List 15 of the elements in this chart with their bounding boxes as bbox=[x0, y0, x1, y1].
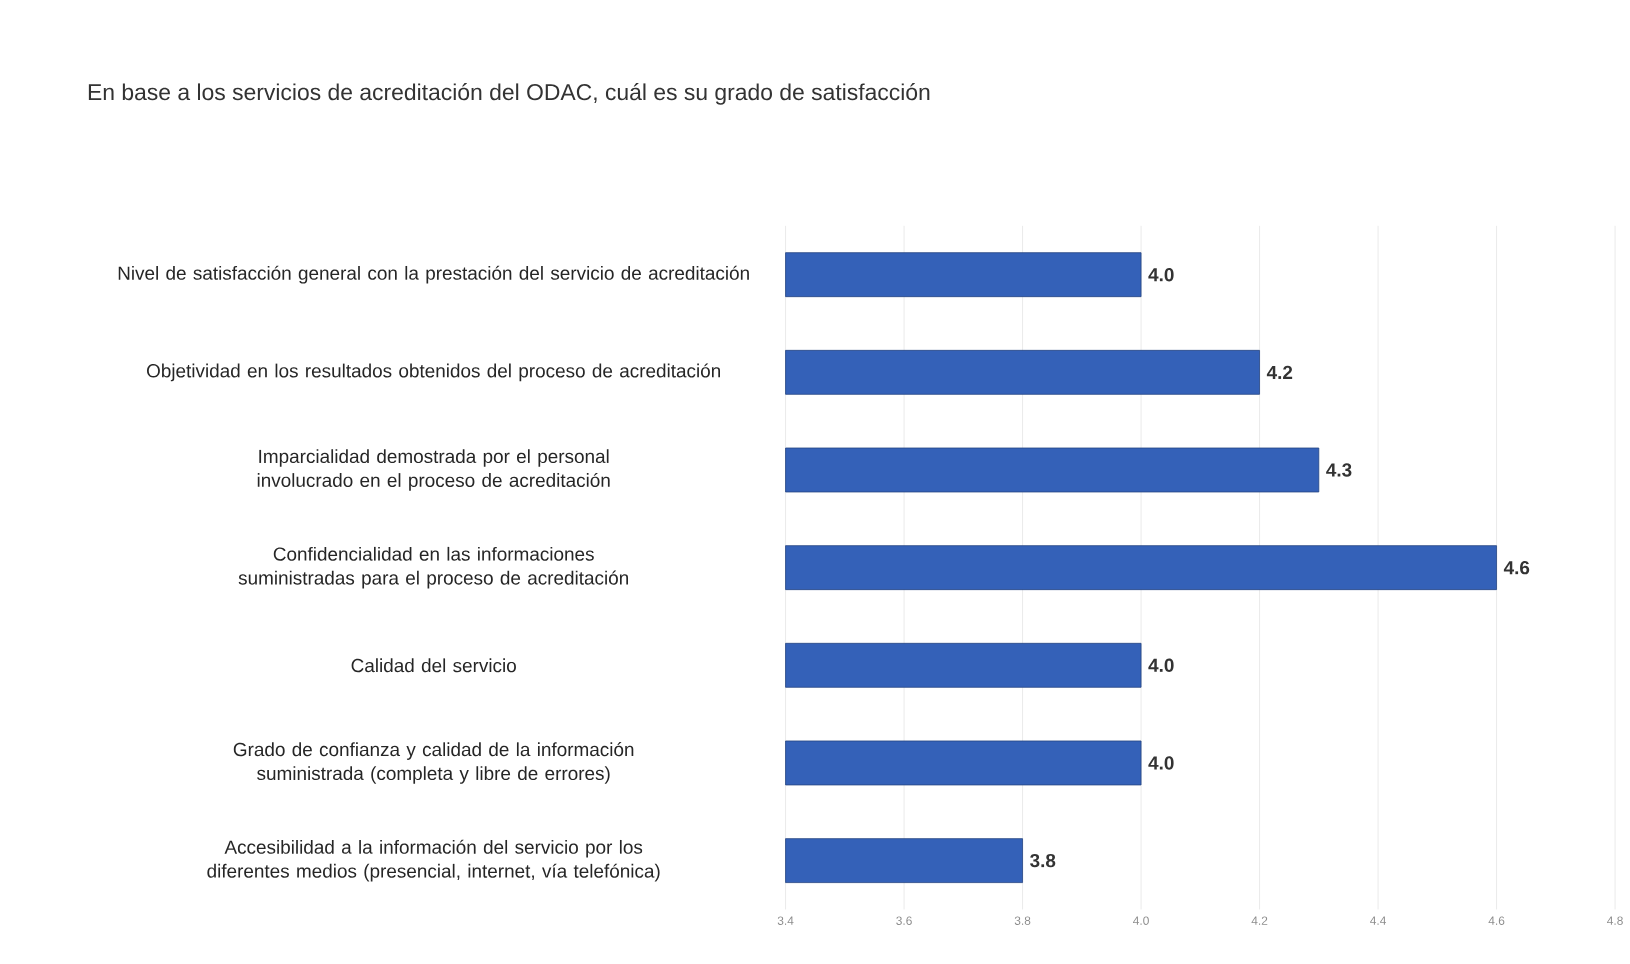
y-tick-label: Calidad del servicio bbox=[351, 658, 516, 673]
data-label: 4.2 bbox=[1266, 366, 1293, 380]
y-tick-label: Imparcialidad demostrada por el personal involucrado en el proceso de acreditación bbox=[257, 449, 610, 492]
data-label: 4.3 bbox=[1326, 463, 1352, 477]
data-label: 4.0 bbox=[1148, 268, 1174, 282]
y-tick-label: Confidencialidad en las informaciones suministradas para el proceso de acreditación bbox=[238, 547, 628, 589]
y-tick-label: Grado de confianza y calidad de la información suministrada (completa y libre de errores) bbox=[233, 742, 634, 785]
data-label: 3.8 bbox=[1030, 854, 1056, 868]
y-tick-label: Nivel de satisfacción general con la prestación del servicio de acreditación bbox=[118, 266, 749, 284]
data-label: 4.0 bbox=[1148, 658, 1174, 673]
y-tick-label: Objetividad en los resultados obtenidos del proceso de acreditación bbox=[147, 363, 720, 382]
data-label: 4.0 bbox=[1148, 756, 1174, 770]
data-label: 4.6 bbox=[1503, 561, 1530, 575]
text: En base a los servicios de acreditación del ODAC, cuál es su grado de satisfacción bbox=[88, 83, 930, 106]
y-tick-label: Accesibilidad a la información del servicio por los diferentes medios (presencial, internet, vía telefónica) bbox=[207, 840, 660, 882]
